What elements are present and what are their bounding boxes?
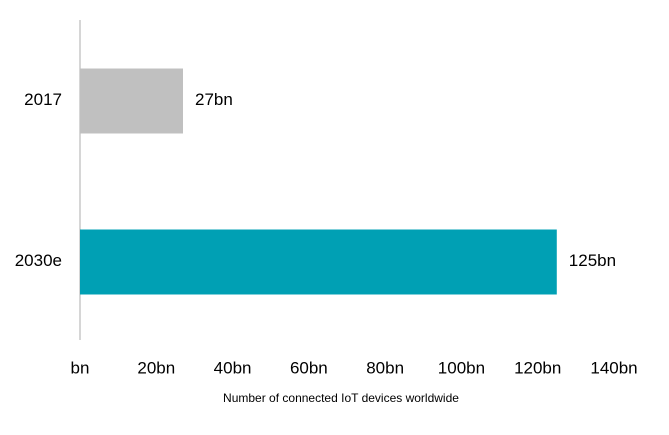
x-axis-label: Number of connected IoT devices worldwid… (223, 391, 459, 405)
x-tick-label: bn (71, 358, 90, 377)
x-tick-label: 140bn (590, 358, 637, 377)
bar (80, 229, 557, 295)
x-tick-label: 120bn (514, 358, 561, 377)
x-tick-label: 60bn (290, 358, 328, 377)
y-tick-label: 2017 (24, 90, 62, 109)
bar (80, 68, 183, 134)
value-label: 125bn (569, 251, 616, 270)
x-tick-label: 20bn (137, 358, 175, 377)
x-tick-label: 100bn (438, 358, 485, 377)
x-tick-label: 40bn (214, 358, 252, 377)
value-label: 27bn (195, 90, 233, 109)
x-tick-label: 80bn (366, 358, 404, 377)
y-tick-label: 2030e (15, 251, 62, 270)
